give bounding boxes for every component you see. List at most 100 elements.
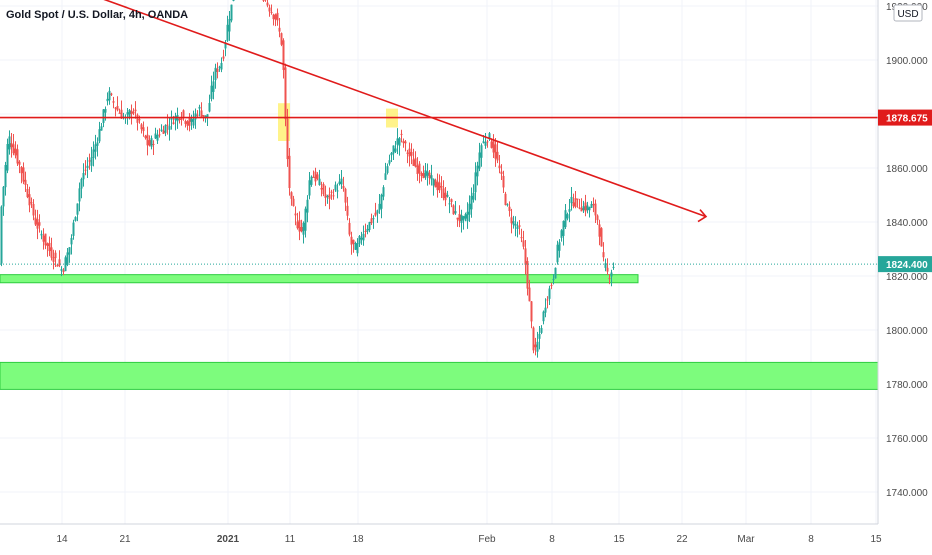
candle-body	[519, 225, 521, 227]
candle-body	[509, 207, 511, 211]
candle-body	[601, 228, 603, 246]
candle-body	[19, 162, 21, 165]
candle-body	[29, 194, 31, 205]
candle-body	[493, 140, 495, 153]
candle-body	[311, 177, 313, 185]
candle-body	[159, 134, 161, 135]
candle-body	[517, 227, 519, 229]
candle-body	[17, 149, 19, 163]
candle-body	[231, 5, 233, 21]
candle-body	[349, 223, 351, 235]
candle-body	[315, 172, 317, 182]
candle-body	[305, 209, 307, 231]
candle-body	[397, 138, 399, 144]
y-tick-label: 1740.000	[886, 488, 928, 499]
candle-body	[227, 25, 229, 41]
candle-body	[467, 212, 469, 221]
candle-body	[375, 213, 377, 216]
candle-body	[221, 63, 223, 70]
candle-body	[401, 134, 403, 135]
currency-badge[interactable]: USD	[897, 9, 918, 20]
candle-body	[113, 101, 115, 103]
candle-body	[503, 176, 505, 188]
last-price-label: 1824.400	[886, 260, 928, 271]
candle-body	[115, 108, 117, 109]
candle-body	[407, 153, 409, 154]
candle-body	[499, 166, 501, 169]
candle-body	[511, 217, 513, 223]
candle-body	[543, 312, 545, 322]
candle-body	[579, 207, 581, 208]
candle-body	[269, 8, 271, 12]
candle-body	[325, 194, 327, 198]
candle-body	[87, 166, 89, 168]
candle-body	[399, 138, 401, 146]
candle-body	[341, 179, 343, 185]
candle-body	[425, 170, 427, 177]
candle-body	[153, 144, 155, 145]
candle-body	[117, 106, 119, 110]
candle-body	[405, 142, 407, 144]
candle-body	[161, 130, 163, 131]
candle-body	[373, 218, 375, 219]
candle-body	[173, 122, 175, 123]
candle-body	[201, 110, 203, 116]
x-tick-label: 21	[119, 534, 131, 545]
candle-body	[547, 299, 549, 300]
candle-body	[481, 145, 483, 158]
candle-body	[591, 204, 593, 208]
candle-body	[385, 173, 387, 180]
candle-body	[479, 152, 481, 168]
candle-body	[285, 67, 287, 119]
candle-body	[299, 220, 301, 231]
candle-body	[5, 165, 7, 187]
support-zone	[0, 362, 878, 389]
candle-body	[355, 243, 357, 250]
candle-body	[77, 204, 79, 215]
candle-body	[451, 199, 453, 202]
candle-body	[33, 204, 35, 216]
candle-body	[143, 127, 145, 131]
candle-body	[109, 91, 111, 100]
candle-body	[147, 135, 149, 146]
y-tick-label: 1840.000	[886, 218, 928, 229]
candle-body	[151, 138, 153, 147]
candle-body	[111, 94, 113, 95]
candle-body	[83, 173, 85, 179]
candle-body	[81, 179, 83, 189]
candle-body	[581, 208, 583, 211]
candle-body	[495, 144, 497, 158]
candle-body	[289, 156, 291, 188]
candle-body	[43, 236, 45, 242]
candle-body	[15, 149, 17, 156]
candle-body	[359, 236, 361, 243]
candle-body	[99, 129, 101, 141]
candle-body	[135, 110, 137, 111]
candle-body	[345, 189, 347, 203]
candle-body	[583, 206, 585, 210]
candle-body	[585, 202, 587, 211]
candle-body	[183, 110, 185, 117]
x-tick-label: 15	[870, 534, 882, 545]
y-tick-label: 1760.000	[886, 434, 928, 445]
candle-body	[51, 247, 53, 257]
candle-body	[97, 142, 99, 145]
candle-body	[527, 261, 529, 289]
candle-body	[441, 186, 443, 188]
x-tick-label: 14	[56, 534, 68, 545]
candle-body	[167, 125, 169, 126]
candle-body	[549, 288, 551, 298]
candle-body	[437, 182, 439, 190]
candle-body	[367, 229, 369, 232]
candle-body	[105, 109, 107, 113]
candle-body	[73, 223, 75, 236]
grid	[0, 0, 878, 524]
candle-body	[131, 111, 133, 114]
highlight-markers	[278, 103, 398, 141]
trendline	[70, 0, 706, 217]
candle-body	[595, 204, 597, 216]
candlesticks	[1, 0, 615, 358]
candle-body	[321, 188, 323, 189]
